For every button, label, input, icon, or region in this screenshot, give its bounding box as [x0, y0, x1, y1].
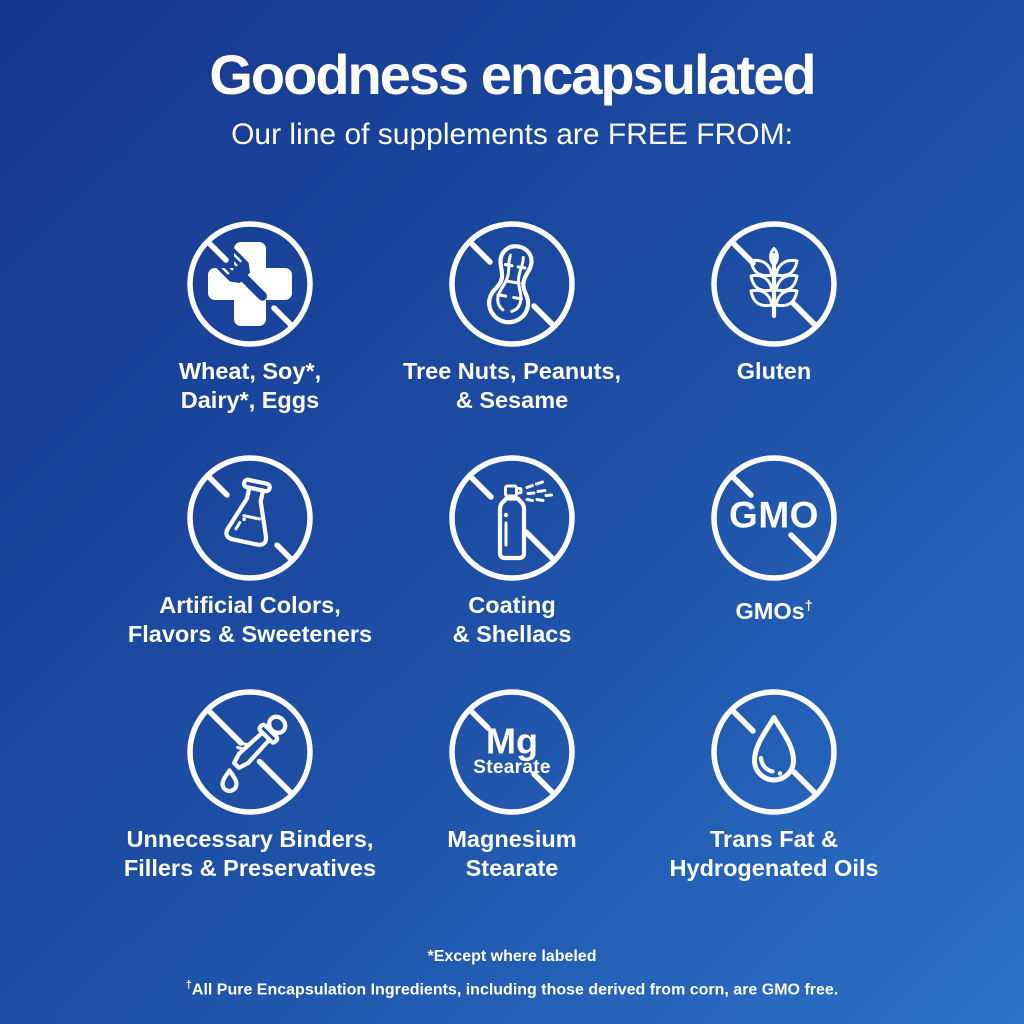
- poster-header: Goodness encapsulated Our line of supple…: [0, 0, 1024, 153]
- item-label-line: Dairy*, Eggs: [180, 386, 320, 413]
- free-from-item-trans-fat: Trans Fat & Hydrogenated Oils: [643, 687, 905, 883]
- item-label: GMOs†: [735, 591, 812, 625]
- item-label: Gluten: [737, 357, 811, 386]
- item-label-line: & Shellacs: [452, 620, 572, 647]
- no-magnesium-stearate-icon: Mg Stearate: [449, 689, 575, 815]
- free-from-item-artificial-colors: Artificial Colors, Flavors & Sweeteners: [119, 453, 381, 649]
- item-label: Wheat, Soy*, Dairy*, Eggs: [179, 357, 321, 414]
- item-label: Unnecessary Binders, Fillers & Preservat…: [124, 825, 376, 882]
- free-from-item-binders-fillers: Unnecessary Binders, Fillers & Preservat…: [119, 687, 381, 883]
- item-label-line: GMOs†: [735, 597, 813, 624]
- item-label-line: Flavors & Sweeteners: [127, 620, 373, 647]
- gmo-badge-text: GMO: [729, 495, 819, 536]
- item-label-line: Unnecessary Binders,: [126, 826, 374, 852]
- free-from-item-tree-nuts-peanuts-sesame: Tree Nuts, Peanuts, & Sesame: [381, 219, 643, 415]
- item-label-line: Trans Fat &: [710, 826, 838, 852]
- item-label: Magnesium Stearate: [447, 825, 576, 882]
- item-label-line: Tree Nuts, Peanuts,: [402, 358, 622, 384]
- page-title: Goodness encapsulated: [209, 43, 816, 106]
- free-from-item-magnesium-stearate: Mg Stearate Magnesium Stearate: [381, 687, 643, 883]
- no-gmo-icon: GMO: [711, 455, 837, 581]
- dagger-superscript: †: [185, 978, 192, 991]
- no-wheat-soy-dairy-eggs-icon: [185, 219, 315, 349]
- no-coating-shellacs-icon: [449, 455, 575, 581]
- no-tree-nuts-peanuts-sesame-icon: [449, 221, 575, 347]
- free-from-item-coating-shellacs: Coating & Shellacs: [381, 453, 643, 649]
- footnote-line-2: †All Pure Encapsulation Ingredients, inc…: [185, 978, 839, 998]
- free-from-item-gluten: Gluten: [643, 219, 905, 415]
- no-trans-fat-icon: [711, 689, 837, 815]
- footnote-line-1: *Except where labeled: [427, 947, 597, 965]
- no-binders-fillers-icon: [187, 689, 313, 815]
- item-label-line: & Sesame: [455, 386, 569, 413]
- no-gluten-icon: [711, 221, 837, 347]
- free-from-item-wheat-soy-dairy-eggs: Wheat, Soy*, Dairy*, Eggs: [119, 219, 381, 415]
- item-label-line: Wheat, Soy*,: [178, 358, 322, 384]
- item-label-line: Coating: [468, 592, 556, 618]
- item-label-line: Hydrogenated Oils: [669, 854, 879, 881]
- page-subtitle: Our line of supplements are FREE FROM:: [231, 118, 793, 151]
- item-label-line: Stearate: [465, 854, 559, 881]
- item-label: Tree Nuts, Peanuts, & Sesame: [403, 357, 621, 414]
- no-artificial-colors-icon: [187, 455, 313, 581]
- free-from-item-gmos: GMO GMOs†: [643, 453, 905, 649]
- item-label-line: Gluten: [736, 358, 812, 384]
- item-label-line: Fillers & Preservatives: [123, 854, 377, 881]
- footnotes: *Except where labeled †All Pure Encapsul…: [0, 942, 1024, 1004]
- item-label-line: Artificial Colors,: [159, 592, 341, 618]
- mg-badge-text: Mg: [486, 721, 538, 762]
- item-label: Artificial Colors, Flavors & Sweeteners: [128, 591, 372, 648]
- dagger-superscript: †: [804, 597, 813, 613]
- item-label: Coating & Shellacs: [453, 591, 572, 648]
- item-label: Trans Fat & Hydrogenated Oils: [670, 825, 879, 882]
- mg-badge-subtext: Stearate: [473, 757, 550, 778]
- item-label-line: Magnesium: [447, 826, 577, 852]
- free-from-grid: Wheat, Soy*, Dairy*, Eggs Tree Nuts, Pea…: [0, 219, 1024, 883]
